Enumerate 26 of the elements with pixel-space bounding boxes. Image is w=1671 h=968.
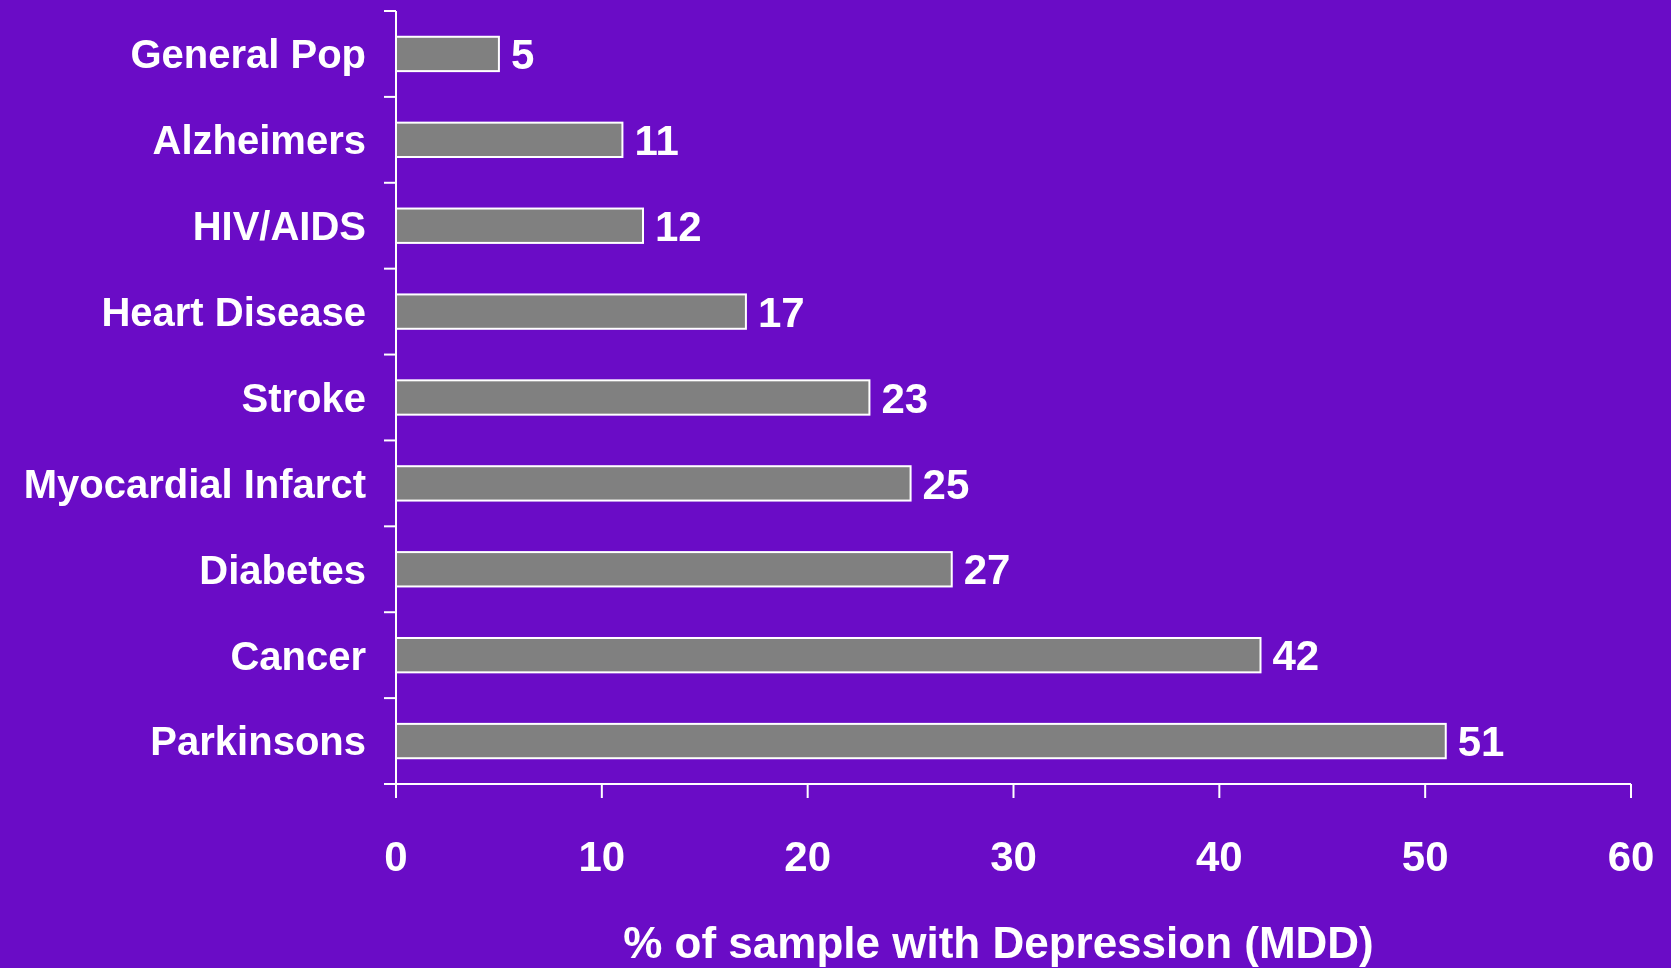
y-tick-label: Cancer bbox=[230, 633, 366, 678]
data-label: 17 bbox=[757, 288, 805, 336]
y-tick-label: Stroke bbox=[241, 375, 366, 420]
y-tick-label: Myocardial Infarct bbox=[23, 461, 366, 506]
y-tick-label: Parkinsons bbox=[150, 719, 366, 764]
x-axis-title: % of sample with Depression (MDD) bbox=[623, 918, 1374, 967]
data-label: 42 bbox=[1272, 632, 1320, 680]
data-label: 12 bbox=[655, 202, 702, 250]
data-label: 5 bbox=[510, 31, 535, 79]
x-tick-label: 60 bbox=[1607, 833, 1655, 880]
data-label: 51 bbox=[1457, 718, 1505, 766]
x-tick-label: 50 bbox=[1401, 833, 1449, 880]
x-tick-label: 40 bbox=[1195, 833, 1243, 880]
x-tick-label: 20 bbox=[784, 833, 832, 880]
data-label: 23 bbox=[881, 374, 929, 422]
y-tick-label: Heart Disease bbox=[101, 290, 366, 335]
y-tick-label: Alzheimers bbox=[152, 118, 366, 163]
data-label: 27 bbox=[963, 546, 1011, 594]
x-tick-label: 10 bbox=[578, 833, 626, 880]
x-tick-label: 30 bbox=[990, 833, 1037, 880]
x-tick-label: 0 bbox=[384, 833, 408, 880]
y-tick-label: HIV/AIDS bbox=[192, 204, 366, 249]
y-tick-label: General Pop bbox=[130, 32, 366, 77]
data-label: 11 bbox=[634, 116, 679, 164]
data-label: 25 bbox=[922, 460, 970, 508]
y-tick-label: Diabetes bbox=[199, 547, 366, 592]
